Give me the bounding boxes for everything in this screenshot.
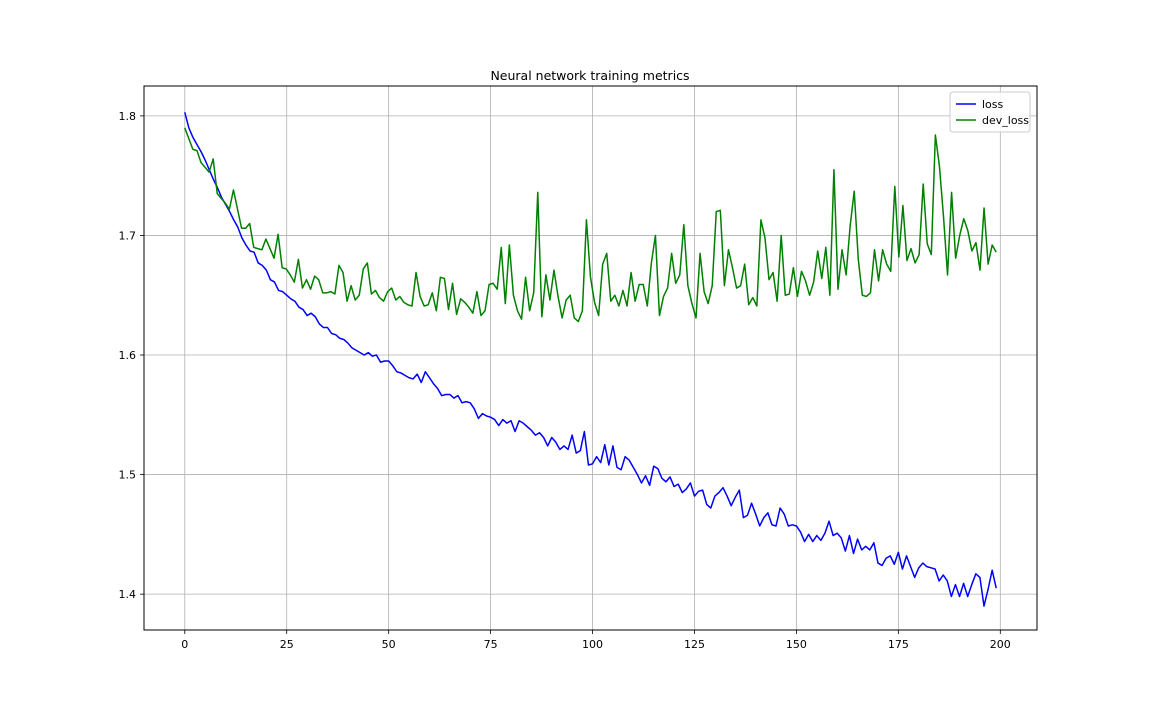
x-tick-label: 0 [181, 638, 188, 651]
y-axis: 1.4 1.5 1.6 1.7 1.8 [119, 110, 144, 601]
chart-title: Neural network training metrics [490, 68, 689, 83]
y-tick-label: 1.7 [119, 229, 137, 242]
y-tick-label: 1.8 [119, 110, 137, 123]
legend: loss dev_loss [949, 91, 1031, 133]
y-tick-label: 1.4 [119, 588, 137, 601]
y-tick-label: 1.5 [119, 469, 137, 482]
x-tick-label: 75 [484, 638, 498, 651]
x-tick-label: 125 [684, 638, 705, 651]
x-tick-label: 50 [382, 638, 396, 651]
y-tick-label: 1.6 [119, 349, 137, 362]
series-line-loss [184, 112, 997, 607]
x-tick-label: 200 [990, 638, 1011, 651]
plot-frame [143, 85, 1038, 631]
x-tick-label: 150 [786, 638, 807, 651]
x-tick-label: 175 [888, 638, 909, 651]
grid [144, 86, 1037, 630]
series-layer [184, 112, 997, 607]
x-axis: 0 25 50 75 100 125 150 175 200 [181, 630, 1011, 651]
series-line-dev-loss [184, 127, 997, 323]
legend-label-loss: loss [982, 98, 1004, 111]
legend-box [949, 91, 1031, 133]
x-tick-label: 25 [280, 638, 294, 651]
legend-label-dev-loss: dev_loss [982, 114, 1029, 127]
x-tick-label: 100 [582, 638, 603, 651]
